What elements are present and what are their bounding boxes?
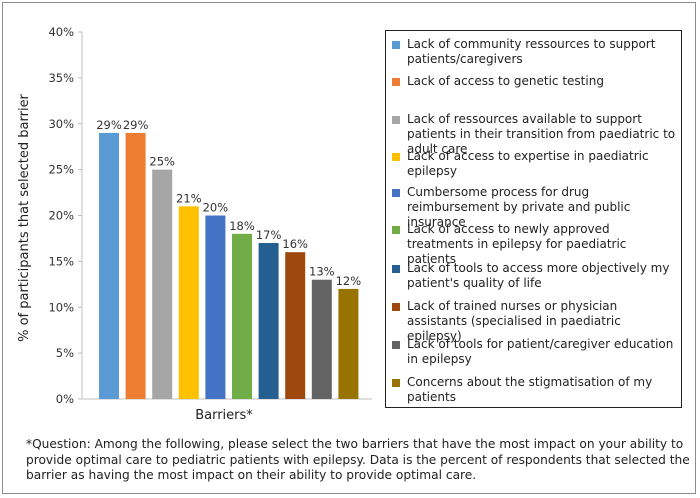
- legend-swatch: [392, 189, 400, 197]
- bar-7: [258, 243, 279, 399]
- legend-label: Lack of trained nurses or physician assi…: [407, 299, 621, 343]
- y-tick-label: 30%: [48, 117, 74, 131]
- bar-value-label-2: 29%: [123, 118, 149, 132]
- bar-value-label-4: 21%: [176, 191, 202, 205]
- figure-frame: [2, 2, 696, 494]
- value-labels-group: 29% 29% 25% 21%20%18%17%16%13%12%: [96, 118, 361, 288]
- bar-value-label-6: 18%: [229, 219, 255, 233]
- bar-value-label-10: 12%: [336, 274, 362, 288]
- legend-label: Lack of ressources available to support …: [407, 112, 676, 156]
- legend-swatch: [392, 78, 400, 86]
- legend-item-10: Concerns about the stigmatisation of my …: [392, 375, 677, 405]
- bar-10: [338, 288, 359, 399]
- bar-value-label-7: 17%: [256, 228, 282, 242]
- legend-swatch: [392, 341, 400, 349]
- legend-item-2: Lack of access to genetic testing: [392, 74, 677, 89]
- y-tick-label: 25%: [48, 163, 74, 177]
- y-tick-label: 40%: [48, 25, 74, 39]
- legend-item-9: Lack of tools for patient/caregiver educ…: [392, 337, 677, 367]
- legend-swatch: [392, 379, 400, 387]
- legend-swatch: [392, 265, 400, 273]
- bar-value-label-9: 13%: [309, 265, 335, 279]
- legend-item-1: Lack of community ressources to support …: [392, 37, 677, 67]
- bar-5: [205, 215, 226, 399]
- bar-9: [311, 279, 332, 399]
- bar-4: [178, 206, 199, 399]
- legend: Lack of community ressources to support …: [385, 30, 682, 408]
- legend-item-7: Lack of tools to access more objectively…: [392, 261, 677, 291]
- bar-value-label-5: 20%: [203, 201, 229, 215]
- y-tick-label: 5%: [56, 346, 74, 360]
- bar-8: [285, 252, 306, 399]
- y-axis-title: % of participants that selected barrier: [17, 93, 32, 341]
- legend-item-4: Lack of access to expertise in paediatri…: [392, 149, 677, 179]
- y-tick-label: 20%: [48, 209, 74, 223]
- legend-swatch: [392, 226, 400, 234]
- bar-value-label-8: 16%: [282, 237, 308, 251]
- legend-label: Lack of tools to access more objectively…: [407, 261, 670, 290]
- legend-label: Cumbersome process for drug reimbursemen…: [407, 185, 631, 229]
- y-tick-label: 0%: [56, 392, 74, 406]
- legend-item-6: Lack of access to newly approved treatme…: [392, 222, 677, 267]
- bar-value-label-1: 29%: [96, 118, 122, 132]
- legend-item-5: Cumbersome process for drug reimbursemen…: [392, 185, 677, 230]
- legend-label: Concerns about the stigmatisation of my …: [407, 375, 653, 404]
- legend-swatch: [392, 116, 400, 124]
- legend-label: Lack of access to expertise in paediatri…: [407, 149, 649, 178]
- legend-swatch: [392, 303, 400, 311]
- y-axis: 0% 5% 10% 15% 20% 25% 30% 35% 40%: [48, 25, 372, 406]
- legend-swatch: [392, 153, 400, 161]
- bars-group: [99, 132, 359, 400]
- footnote: *Question: Among the following, please s…: [26, 437, 690, 482]
- legend-item-3: Lack of ressources available to support …: [392, 112, 677, 157]
- legend-label: Lack of access to genetic testing: [407, 74, 604, 88]
- x-axis-title: Barriers*: [195, 408, 253, 423]
- legend-label: Lack of tools for patient/caregiver educ…: [407, 337, 674, 366]
- bar-2: [125, 132, 146, 400]
- legend-swatch: [392, 41, 400, 49]
- legend-label: Lack of community ressources to support …: [407, 37, 656, 66]
- y-tick-label: 35%: [48, 71, 74, 85]
- y-tick-label: 15%: [48, 254, 74, 268]
- y-tick-label: 10%: [48, 300, 74, 314]
- bar-1: [99, 132, 119, 400]
- bar-value-label-3: 25%: [149, 155, 175, 169]
- bar-3: [152, 169, 173, 399]
- bar-6: [232, 233, 252, 399]
- legend-label: Lack of access to newly approved treatme…: [407, 222, 627, 266]
- legend-item-8: Lack of trained nurses or physician assi…: [392, 299, 677, 344]
